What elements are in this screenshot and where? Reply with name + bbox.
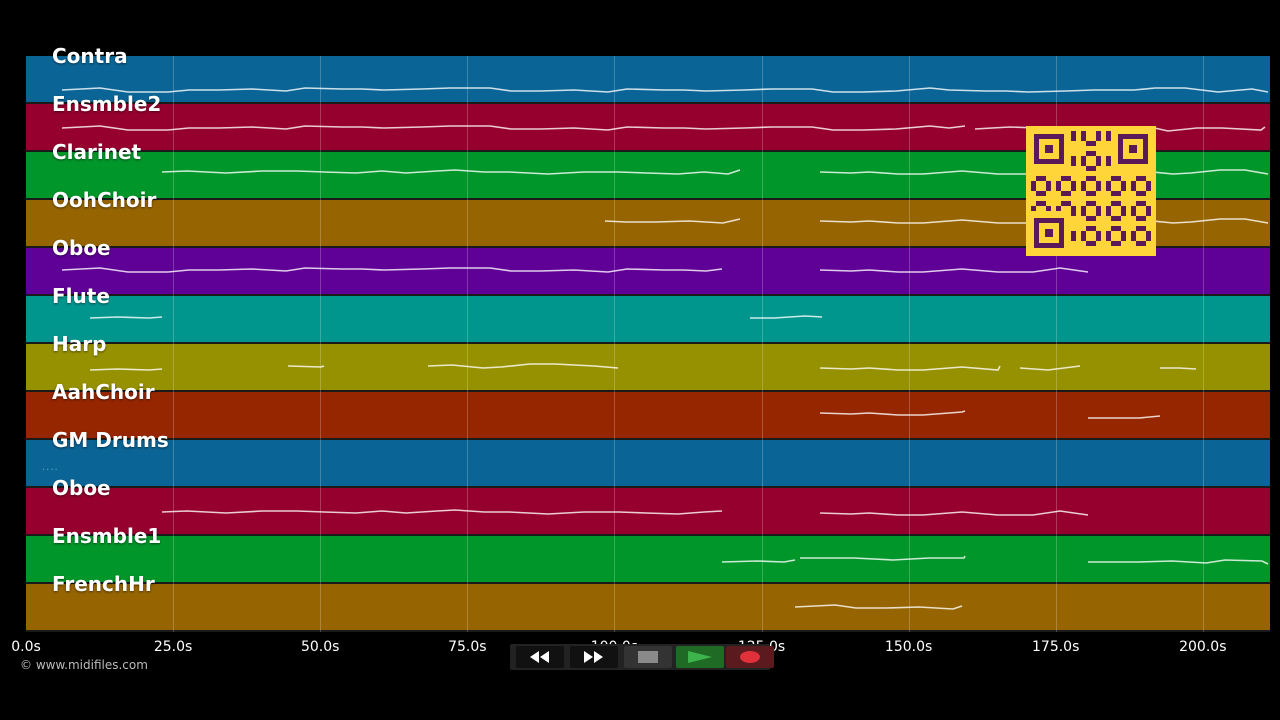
track-label: Ensmble1 (52, 524, 162, 548)
time-tick-label: 75.0s (448, 639, 487, 655)
track-label: Contra (52, 44, 128, 68)
time-gridline (320, 56, 322, 632)
stop-icon (638, 651, 658, 663)
time-gridline (614, 56, 616, 632)
qr-finder-bottom-left (1034, 218, 1064, 248)
track-label: Oboe (52, 236, 111, 260)
time-gridline (467, 56, 469, 632)
fast-forward-icon (584, 651, 603, 663)
track-label: GM Drums (52, 428, 169, 452)
fast-forward-button[interactable] (570, 646, 618, 668)
time-tick-label: 200.0s (1179, 639, 1227, 655)
rewind-button[interactable] (516, 646, 564, 668)
play-button[interactable] (676, 646, 724, 668)
time-tick-label: 0.0s (11, 639, 41, 655)
track-lane[interactable] (26, 488, 1270, 536)
track-label: OohChoir (52, 188, 157, 212)
track-label: Harp (52, 332, 107, 356)
track-label: Clarinet (52, 140, 142, 164)
time-gridline (761, 56, 763, 632)
time-gridline (173, 56, 175, 632)
qr-finder-top-right (1118, 134, 1148, 164)
transport-bar (510, 644, 774, 670)
time-gridline (1202, 56, 1204, 632)
time-gridline (908, 56, 910, 632)
stop-button[interactable] (624, 646, 672, 668)
track-lane[interactable] (26, 56, 1270, 104)
play-icon (688, 651, 712, 663)
qr-finder-top-left (1034, 134, 1064, 164)
time-tick-label: 25.0s (153, 639, 193, 655)
track-lane[interactable] (26, 296, 1270, 344)
track-label: FrenchHr (52, 572, 155, 596)
track-lane[interactable] (26, 344, 1270, 392)
track-label: Ensmble2 (52, 92, 162, 116)
track-label: Oboe (52, 476, 111, 500)
track-lane[interactable] (26, 392, 1270, 440)
track-label: AahChoir (52, 380, 155, 404)
track-lane[interactable] (26, 440, 1270, 488)
drum-marker: .... (42, 462, 59, 473)
time-gridline (1055, 56, 1057, 632)
track-lane[interactable] (26, 536, 1270, 584)
time-tick-label: 150.0s (884, 639, 933, 655)
track-lane[interactable] (26, 584, 1270, 632)
time-tick-label: 175.0s (1032, 639, 1080, 655)
track-label: Flute (52, 284, 110, 308)
record-icon (740, 651, 760, 663)
rewind-icon (530, 651, 549, 663)
qr-code (1026, 126, 1156, 256)
copyright-text: © www.midifiles.com (20, 658, 148, 672)
record-button[interactable] (726, 646, 774, 668)
qr-modules (1031, 131, 1151, 246)
time-tick-label: 50.0s (300, 639, 340, 655)
